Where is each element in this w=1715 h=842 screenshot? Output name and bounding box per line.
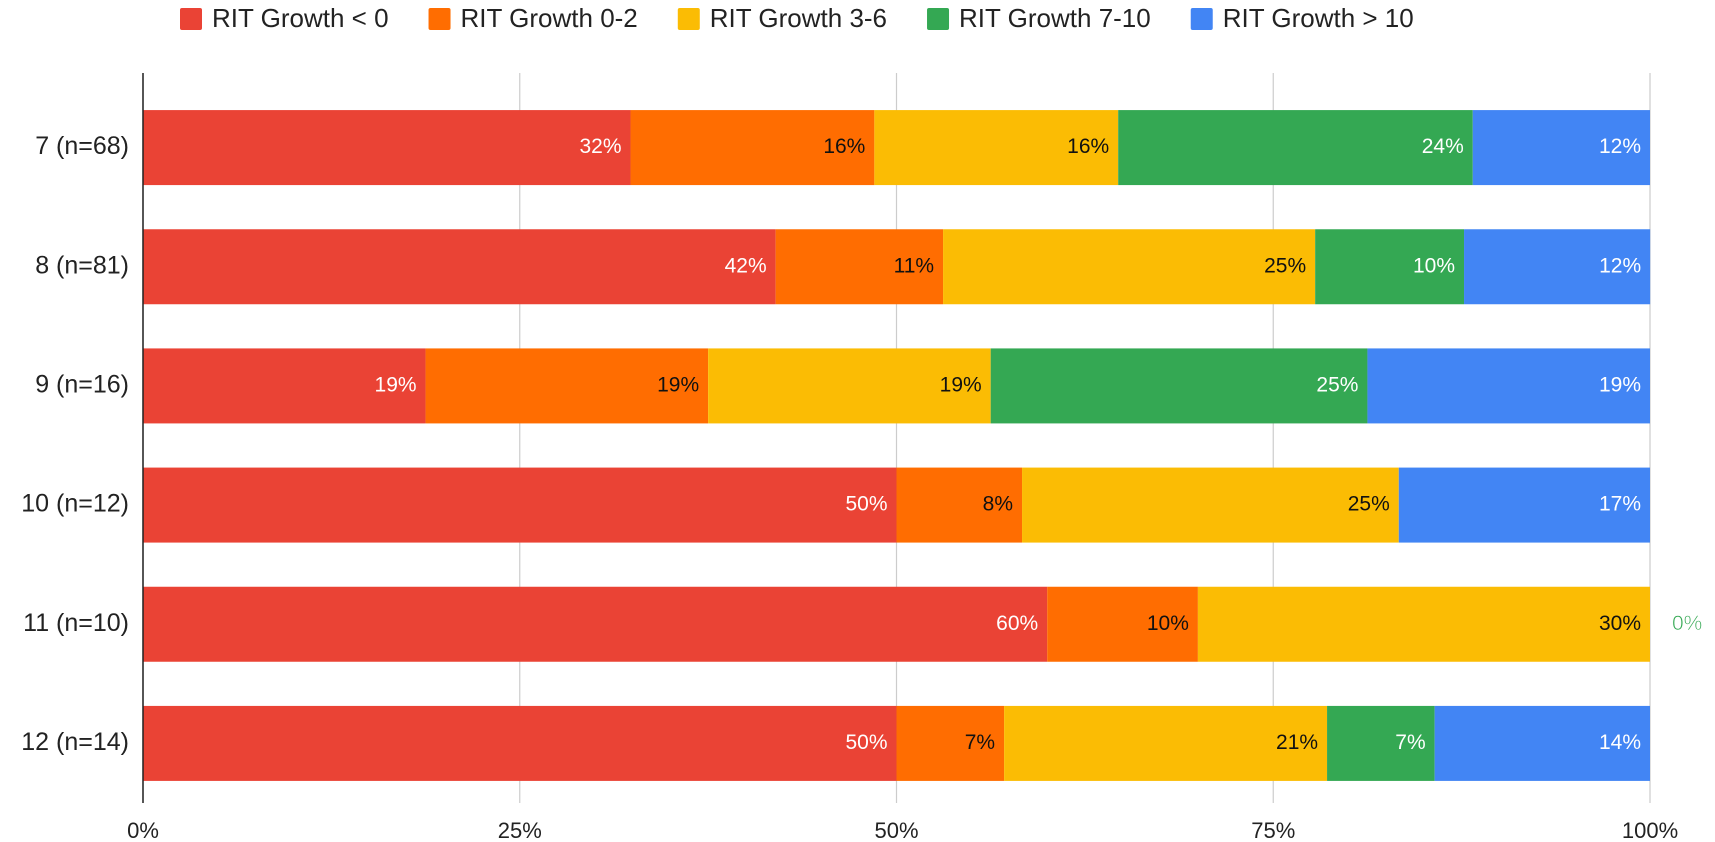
bar-segment bbox=[1315, 229, 1465, 305]
y-tick-label: 7 (n=68) bbox=[35, 132, 129, 160]
data-label: 25% bbox=[1348, 493, 1390, 516]
data-label: 14% bbox=[1599, 731, 1641, 754]
bar-segment bbox=[1398, 467, 1650, 543]
bar-segment bbox=[143, 705, 897, 781]
legend-swatch bbox=[1190, 8, 1213, 30]
legend-swatch bbox=[677, 8, 700, 30]
legend-swatch bbox=[927, 8, 950, 30]
bar-segment bbox=[1464, 229, 1651, 305]
data-label: 19% bbox=[657, 373, 699, 396]
legend-label: RIT Growth 7-10 bbox=[959, 3, 1151, 33]
data-label: 19% bbox=[375, 373, 417, 396]
bar-segment bbox=[425, 348, 709, 424]
data-label: 0% bbox=[1672, 612, 1702, 635]
bar-segment bbox=[943, 229, 1316, 305]
bar-segment bbox=[1472, 110, 1650, 186]
bar-segment bbox=[775, 229, 944, 305]
legend-label: RIT Growth < 0 bbox=[212, 3, 389, 33]
data-label: 17% bbox=[1599, 493, 1641, 516]
y-tick-label: 12 (n=14) bbox=[21, 728, 129, 756]
data-label: 16% bbox=[823, 135, 865, 158]
legend-label: RIT Growth 0-2 bbox=[461, 3, 638, 33]
bar-segment bbox=[143, 348, 426, 424]
bar-segment bbox=[896, 705, 1005, 781]
data-label: 50% bbox=[845, 731, 887, 754]
data-label: 19% bbox=[940, 373, 982, 396]
data-label: 10% bbox=[1147, 612, 1189, 635]
bar-segment bbox=[143, 467, 897, 543]
data-label: 30% bbox=[1599, 612, 1641, 635]
data-label: 42% bbox=[725, 254, 767, 277]
legend-label: RIT Growth > 10 bbox=[1223, 3, 1414, 33]
data-label: 21% bbox=[1276, 731, 1318, 754]
y-tick-label: 10 (n=12) bbox=[21, 490, 129, 518]
bar-segment bbox=[1434, 705, 1650, 781]
data-label: 16% bbox=[1067, 135, 1109, 158]
data-label: 50% bbox=[845, 493, 887, 516]
bar-segment bbox=[143, 586, 1048, 662]
data-label: 32% bbox=[579, 135, 621, 158]
data-label: 60% bbox=[996, 612, 1038, 635]
data-label: 25% bbox=[1264, 254, 1306, 277]
y-tick-label: 8 (n=81) bbox=[35, 251, 129, 279]
bar-segment bbox=[1047, 586, 1198, 662]
legend-swatch bbox=[180, 8, 202, 30]
data-label: 10% bbox=[1413, 254, 1455, 277]
x-tick-label: 25% bbox=[498, 818, 542, 842]
bar-segment bbox=[708, 348, 991, 424]
x-tick-label: 0% bbox=[127, 818, 159, 842]
bar-segment bbox=[1118, 110, 1473, 186]
bar-segment bbox=[874, 110, 1119, 186]
bar-segment bbox=[1367, 348, 1650, 424]
y-tick-label: 9 (n=16) bbox=[35, 371, 129, 399]
bar-segment bbox=[1022, 467, 1399, 543]
bar-segment bbox=[1327, 705, 1435, 781]
bar-segment bbox=[990, 348, 1368, 424]
data-label: 24% bbox=[1422, 135, 1464, 158]
data-label: 11% bbox=[894, 254, 934, 277]
bar-segment bbox=[630, 110, 875, 186]
x-tick-label: 100% bbox=[1622, 818, 1678, 842]
x-tick-label: 75% bbox=[1251, 818, 1295, 842]
bar-segment bbox=[1197, 586, 1650, 662]
data-label: 8% bbox=[983, 493, 1013, 516]
data-label: 12% bbox=[1599, 135, 1641, 158]
data-label: 19% bbox=[1599, 373, 1641, 396]
legend-swatch bbox=[428, 8, 451, 30]
bar-segment bbox=[1004, 705, 1328, 781]
data-label: 25% bbox=[1316, 373, 1358, 396]
y-tick-label: 11 (n=10) bbox=[23, 609, 129, 637]
bar-segment bbox=[143, 110, 631, 186]
bar-segment bbox=[896, 467, 1023, 543]
legend-label: RIT Growth 3-6 bbox=[710, 3, 887, 33]
data-label: 7% bbox=[965, 731, 995, 754]
bar-segment bbox=[143, 229, 776, 305]
data-label: 7% bbox=[1395, 731, 1425, 754]
x-tick-label: 50% bbox=[874, 818, 918, 842]
data-label: 12% bbox=[1599, 254, 1641, 277]
